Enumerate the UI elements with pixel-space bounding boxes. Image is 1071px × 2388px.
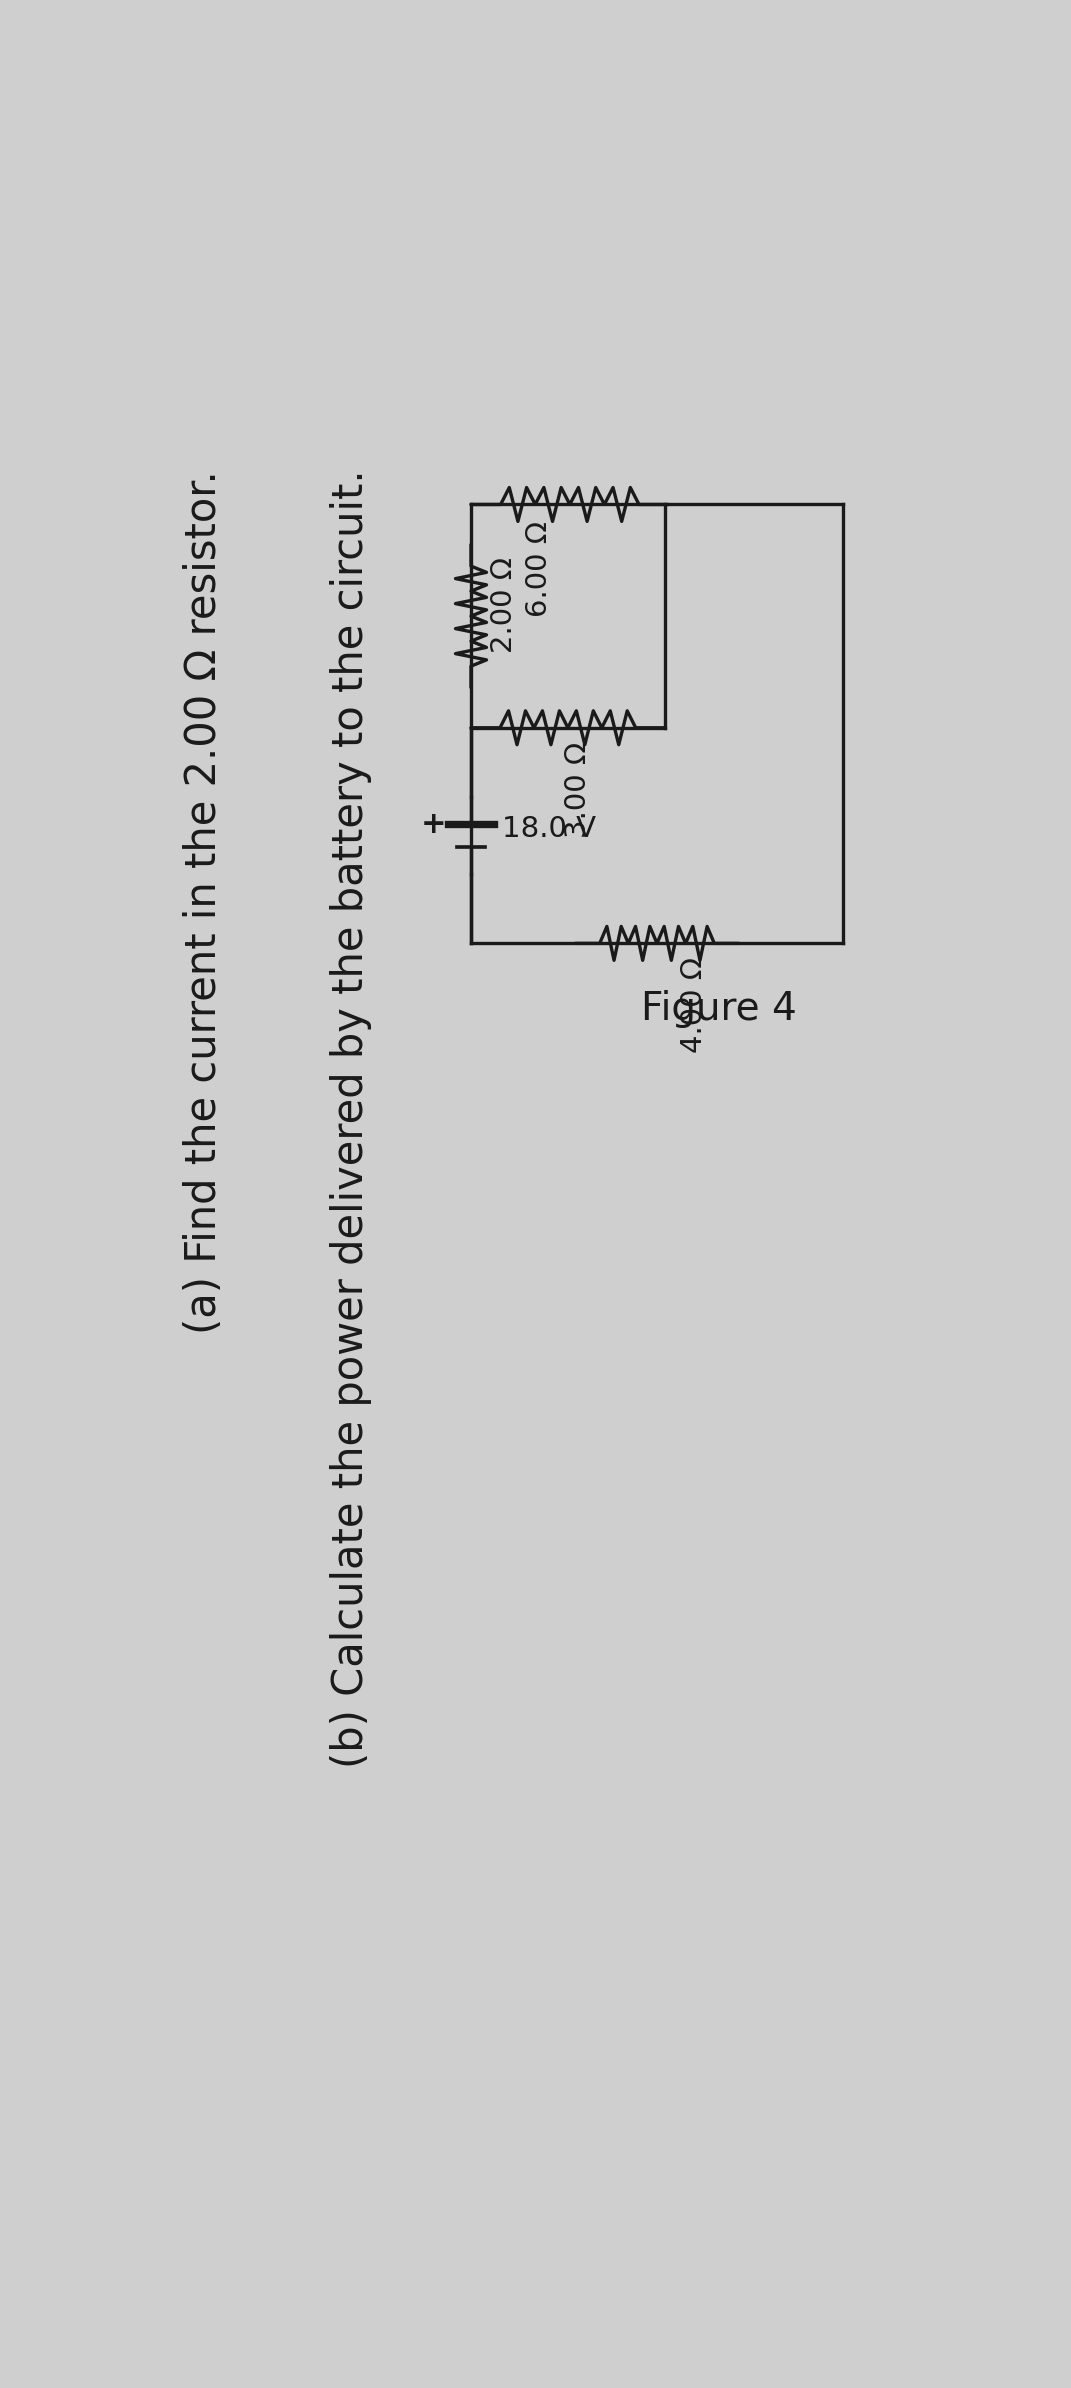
Text: 18.0 V: 18.0 V (502, 814, 595, 843)
Text: +: + (421, 810, 447, 838)
Text: 3.00 Ω: 3.00 Ω (563, 743, 591, 838)
Text: (b) Calculate the power delivered by the battery to the circuit.: (b) Calculate the power delivered by the… (330, 470, 372, 1770)
Text: 6.00 Ω: 6.00 Ω (525, 521, 553, 618)
Text: (a) Find the current in the 2.00 Ω resistor.: (a) Find the current in the 2.00 Ω resis… (183, 470, 225, 1333)
Text: 2.00 Ω: 2.00 Ω (491, 556, 518, 652)
Text: Figure 4: Figure 4 (642, 989, 797, 1027)
Text: 4.00 Ω: 4.00 Ω (680, 958, 708, 1053)
